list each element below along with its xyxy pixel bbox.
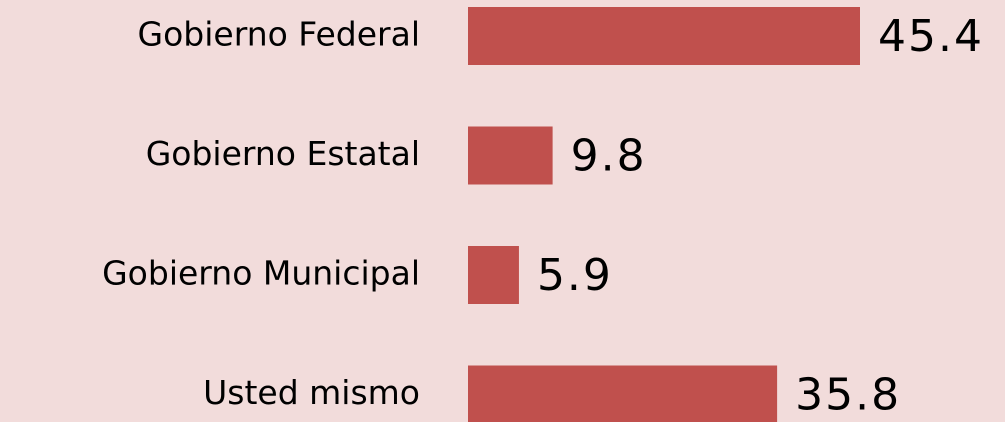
category-label: Usted mismo xyxy=(203,373,420,412)
bar xyxy=(468,7,860,65)
value-label: 35.8 xyxy=(795,370,901,421)
bar xyxy=(468,365,778,422)
value-label: 5.9 xyxy=(537,250,613,301)
category-label: Gobierno Federal xyxy=(138,15,420,54)
value-label: 45.4 xyxy=(878,11,984,62)
category-label: Gobierno Estatal xyxy=(146,134,420,173)
value-label: 9.8 xyxy=(571,131,647,182)
bar xyxy=(468,126,553,185)
bar xyxy=(468,246,519,304)
category-label: Gobierno Municipal xyxy=(102,254,420,293)
